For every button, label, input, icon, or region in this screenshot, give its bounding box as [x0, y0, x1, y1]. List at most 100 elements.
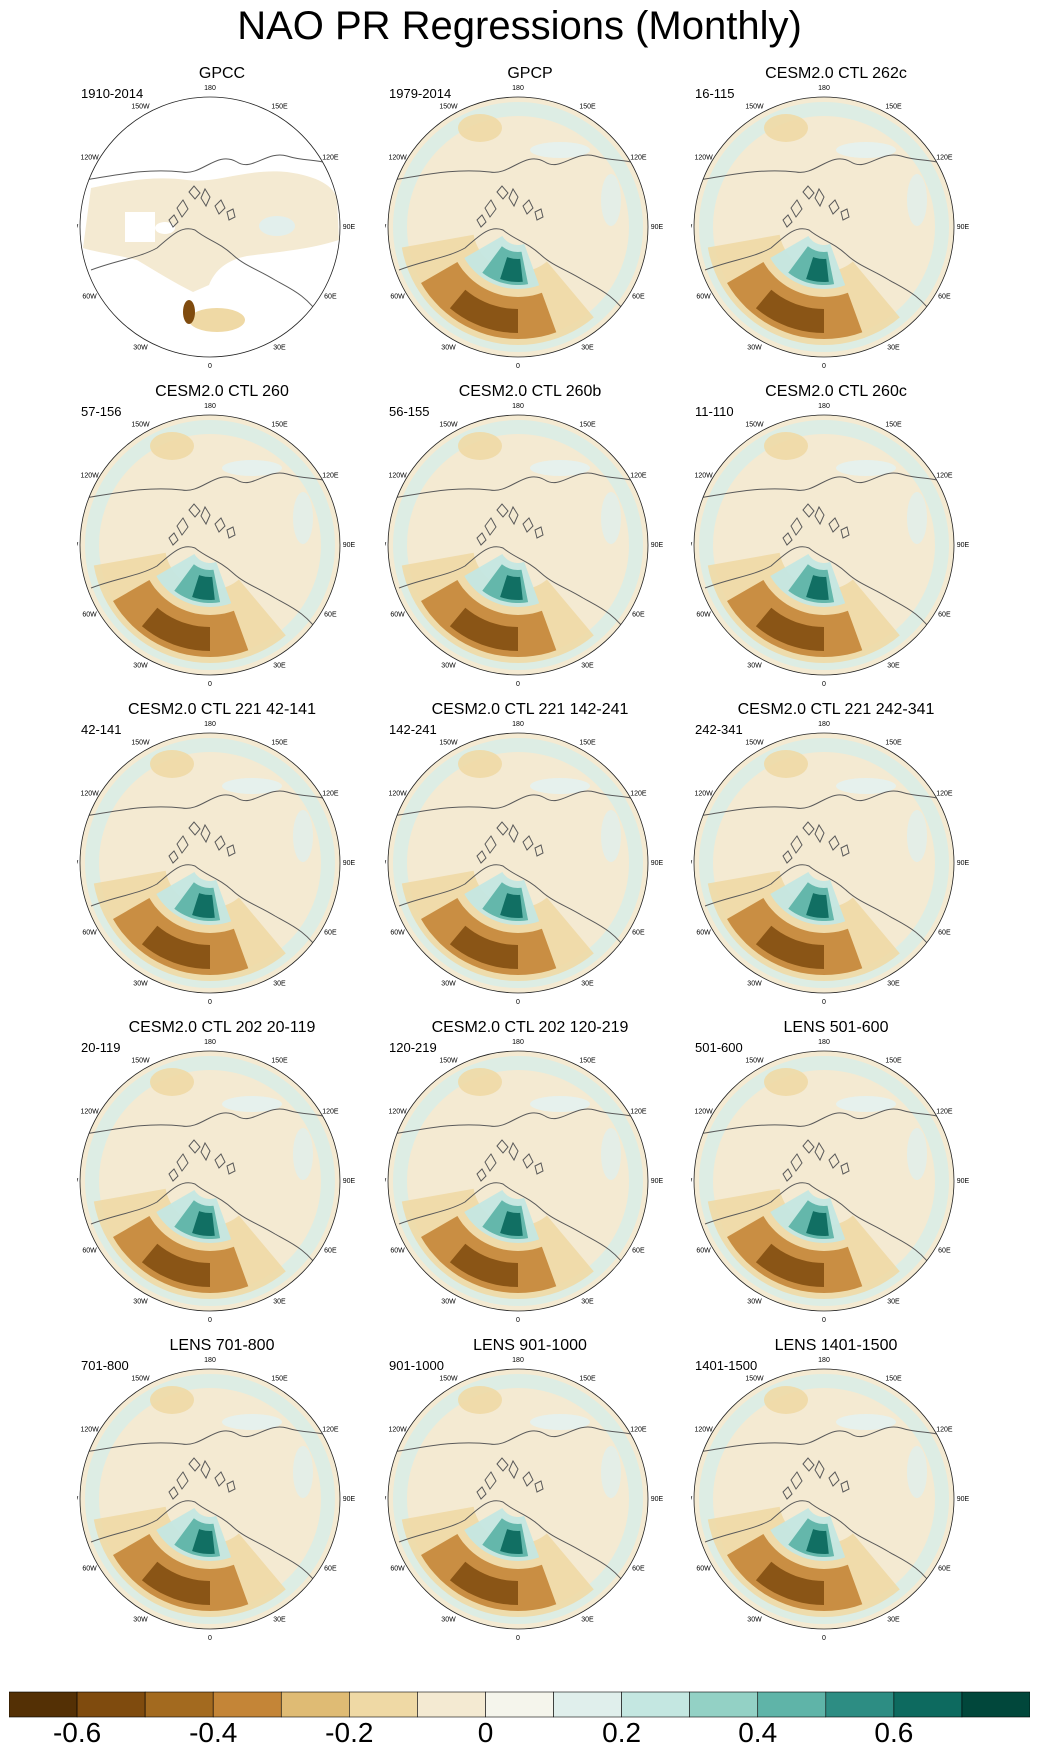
map-panel: CESM2.0 CTL 260 57-156 180 150E 120E 90E 60E 30…: [77, 382, 367, 688]
precip-field: [80, 1051, 340, 1311]
longitude-label: 30W: [441, 344, 456, 351]
longitude-label: 120E: [630, 1427, 647, 1434]
longitude-label: 60W: [82, 294, 97, 301]
panel-title: CESM2.0 CTL 262c: [765, 65, 907, 82]
panel-title: LENS 901-1000: [473, 1337, 587, 1354]
longitude-label: 120E: [630, 1109, 647, 1116]
longitude-label: 30E: [273, 1298, 286, 1305]
panel-year-range: 11-110: [695, 404, 734, 419]
longitude-label: 150E: [271, 1376, 288, 1383]
precip-field: [388, 1369, 648, 1629]
panel-title: CESM2.0 CTL 260c: [765, 383, 907, 400]
longitude-label: 90W: [691, 1496, 693, 1503]
colorbar-swatch: [485, 1691, 554, 1718]
longitude-label: 120E: [630, 473, 647, 480]
longitude-label: 0: [822, 999, 826, 1006]
colorbar-swatch: [9, 1691, 78, 1718]
map-panel: CESM2.0 CTL 221 142-241 142-241 180 150E 120…: [385, 700, 675, 1006]
longitude-label: 30E: [273, 662, 286, 669]
longitude-label: 150W: [131, 104, 150, 111]
longitude-label: 30W: [747, 344, 762, 351]
panel-year-range: 901-1000: [389, 1358, 444, 1373]
longitude-label: 60E: [632, 1248, 645, 1255]
map-panel: CESM2.0 CTL 260c 11-110 180 150E 120E 90E 60E 3…: [691, 382, 981, 688]
longitude-label: 180: [512, 1357, 524, 1364]
longitude-label: 90W: [691, 542, 693, 549]
longitude-label: 60E: [324, 1566, 337, 1573]
longitude-label: 120W: [388, 1109, 407, 1116]
precip-field: [80, 97, 340, 357]
panel-title: GPCC: [198, 65, 246, 82]
longitude-label: 60E: [632, 930, 645, 937]
panel-year-range: 56-155: [389, 404, 430, 419]
longitude-label: 150W: [745, 1058, 764, 1065]
longitude-label: 120W: [388, 791, 407, 798]
longitude-label: 120W: [80, 791, 99, 798]
longitude-label: 90W: [77, 860, 79, 867]
longitude-label: 60W: [390, 1566, 405, 1573]
longitude-label: 90E: [651, 542, 664, 549]
polar-map: 180 150E 120E 90E 60E 30E 0 30W 60W 90W 120W 150W: [77, 85, 356, 370]
longitude-label: 120W: [388, 473, 407, 480]
longitude-label: 60E: [938, 612, 951, 619]
longitude-label: 60E: [324, 1248, 337, 1255]
panel-year-range: 501-600: [695, 1040, 743, 1055]
longitude-label: 90E: [957, 542, 970, 549]
longitude-label: 90E: [651, 224, 664, 231]
polar-map: 180 150E 120E 90E 60E 30E 0 30W 60W 90W 120W 150W: [691, 1357, 970, 1642]
longitude-label: 60E: [938, 930, 951, 937]
longitude-label: 120E: [936, 155, 953, 162]
longitude-label: 120E: [322, 791, 339, 798]
longitude-label: 0: [822, 1317, 826, 1324]
panel-year-range: 1401-1500: [695, 1358, 758, 1373]
precip-field: [80, 415, 340, 675]
panel-title: CESM2.0 CTL 221 42-141: [128, 701, 316, 718]
colorbar-swatch: [689, 1691, 759, 1718]
longitude-label: 0: [822, 1635, 826, 1642]
longitude-label: 30W: [133, 980, 148, 987]
longitude-label: 120E: [936, 473, 953, 480]
longitude-label: 0: [516, 1317, 520, 1324]
longitude-label: 30W: [441, 1298, 456, 1305]
longitude-label: 150W: [439, 1058, 458, 1065]
panel-year-range: 701-800: [81, 1358, 129, 1373]
longitude-label: 0: [516, 681, 520, 688]
colorbar-swatch: [212, 1691, 282, 1718]
colorbar-swatch: [893, 1691, 963, 1718]
polar-map: 180 150E 120E 90E 60E 30E 0 30W 60W 90W 120W 150W: [385, 1039, 664, 1324]
colorbar-swatch: [76, 1691, 146, 1718]
longitude-label: 90W: [385, 224, 387, 231]
longitude-label: 60E: [938, 1566, 951, 1573]
longitude-label: 150E: [579, 422, 596, 429]
longitude-label: 120E: [322, 473, 339, 480]
colorbar-swatch: [553, 1691, 622, 1718]
colorbar-swatch: [280, 1691, 350, 1718]
precip-field: [694, 415, 954, 675]
longitude-label: 120W: [80, 1109, 99, 1116]
longitude-label: 90E: [957, 1496, 970, 1503]
longitude-label: 90E: [651, 1178, 664, 1185]
longitude-label: 120E: [936, 1427, 953, 1434]
longitude-label: 150W: [745, 1376, 764, 1383]
longitude-label: 120E: [322, 155, 339, 162]
panel-title: GPCP: [507, 65, 553, 82]
longitude-label: 90E: [343, 224, 356, 231]
colorbar-swatch: [349, 1691, 418, 1718]
panel-title: LENS 1401-1500: [774, 1337, 898, 1354]
colorbar-swatch: [144, 1691, 214, 1718]
longitude-label: 90W: [385, 542, 387, 549]
longitude-label: 180: [204, 403, 216, 410]
longitude-label: 30W: [747, 1298, 762, 1305]
longitude-label: 120W: [694, 1109, 713, 1116]
longitude-label: 90E: [957, 1178, 970, 1185]
longitude-label: 30W: [747, 1616, 762, 1623]
longitude-label: 150W: [439, 740, 458, 747]
longitude-label: 30W: [747, 980, 762, 987]
longitude-label: 120W: [388, 155, 407, 162]
longitude-label: 150W: [745, 104, 764, 111]
longitude-label: 150W: [131, 1376, 150, 1383]
panel-year-range: 42-141: [81, 722, 122, 737]
map-panel: GPCP 1979-2014 180 150E 120E 90E 60E 30E 0 30W 60W…: [385, 64, 675, 370]
longitude-label: 30W: [133, 1298, 148, 1305]
longitude-label: 150E: [885, 104, 902, 111]
